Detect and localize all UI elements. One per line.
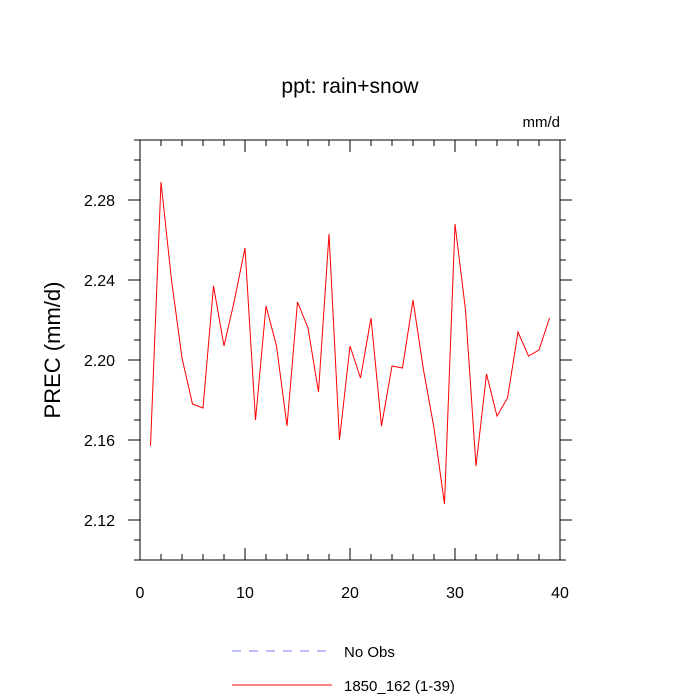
chart-title: ppt: rain+snow — [281, 75, 419, 98]
series-line-1 — [150, 181, 550, 505]
units-label: mm/d — [523, 114, 561, 131]
x-tick-label: 0 — [136, 585, 145, 602]
x-tick-label: 30 — [446, 585, 464, 602]
legend-label-1850-162: 1850_162 (1-39) — [344, 678, 455, 695]
y-tick-label: 2.16 — [84, 433, 115, 450]
series-layer — [150, 181, 550, 505]
y-axis-label: PREC (mm/d) — [40, 282, 65, 419]
x-tick-label: 20 — [341, 585, 359, 602]
axis-ticks — [128, 139, 572, 561]
x-tick-label: 40 — [551, 585, 569, 602]
y-tick-label: 2.28 — [84, 193, 115, 210]
y-tick-label: 2.12 — [84, 513, 115, 530]
legend: No Obs 1850_162 (1-39) — [232, 644, 455, 695]
y-tick-label: 2.24 — [84, 273, 115, 290]
x-tick-label: 10 — [236, 585, 254, 602]
legend-label-no-obs: No Obs — [344, 644, 395, 661]
axis-tick-labels: 0 10 20 30 40 2.12 2.16 2.20 2.24 2.28 — [84, 193, 569, 602]
y-tick-label: 2.20 — [84, 353, 115, 370]
